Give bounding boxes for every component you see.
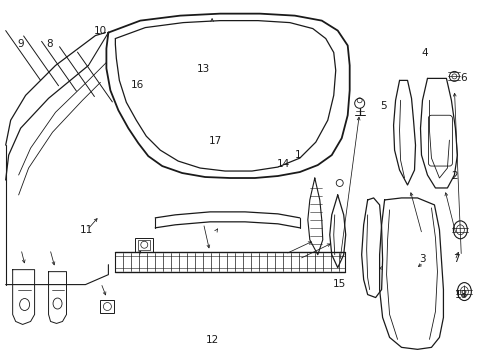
Text: 15: 15 — [332, 279, 346, 289]
Text: 13: 13 — [196, 64, 209, 74]
Text: 8: 8 — [46, 39, 53, 49]
Text: 4: 4 — [421, 48, 427, 58]
Text: 2: 2 — [450, 171, 457, 181]
Text: 6: 6 — [460, 73, 466, 83]
Text: 10: 10 — [94, 26, 107, 36]
Text: 3: 3 — [418, 254, 425, 264]
Bar — [100, 300, 114, 314]
Bar — [138, 240, 150, 250]
Text: 7: 7 — [452, 254, 459, 264]
Bar — [135, 238, 153, 252]
Text: 16: 16 — [130, 80, 143, 90]
Text: 18: 18 — [454, 290, 467, 300]
Text: 17: 17 — [208, 136, 222, 145]
Text: 11: 11 — [79, 225, 92, 235]
Text: 12: 12 — [206, 334, 219, 345]
Text: 14: 14 — [276, 159, 289, 169]
Text: 1: 1 — [294, 150, 301, 160]
Text: 9: 9 — [17, 39, 23, 49]
Text: 5: 5 — [379, 102, 386, 112]
